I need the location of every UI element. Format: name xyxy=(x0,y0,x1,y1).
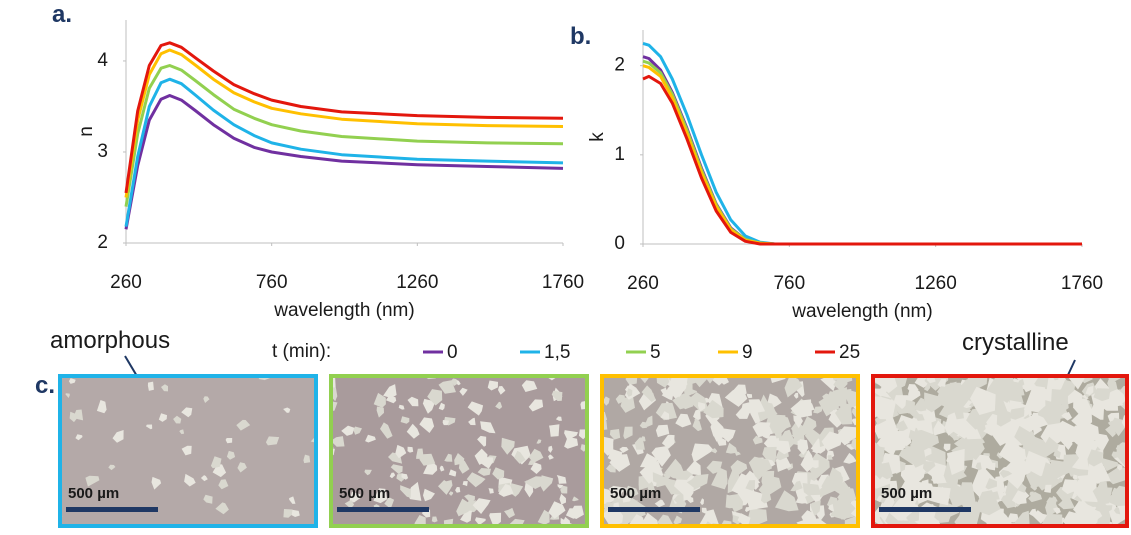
scale-bar xyxy=(608,507,700,512)
scale-bar-label: 500 µm xyxy=(68,485,119,502)
annotation: amorphous xyxy=(50,327,170,354)
micrograph: 500 µm xyxy=(860,360,1131,530)
y-axis-title: n xyxy=(76,126,97,137)
panel-label: b. xyxy=(570,23,591,50)
x-tick-label: 760 xyxy=(773,273,805,294)
series-line xyxy=(643,76,1082,244)
x-tick-label: 1260 xyxy=(396,272,438,293)
legend-label: 0 xyxy=(447,342,458,363)
legend-label: 25 xyxy=(839,342,860,363)
x-axis-title: wavelength (nm) xyxy=(791,301,932,322)
series-line xyxy=(643,43,1082,244)
x-tick-label: 1260 xyxy=(915,273,957,294)
y-tick-label: 1 xyxy=(614,144,625,165)
series-line xyxy=(126,79,563,226)
figure: 23426076012601760wavelength (nm)n0122607… xyxy=(0,0,1131,530)
y-tick-label: 4 xyxy=(97,50,108,71)
series-line xyxy=(643,57,1082,244)
y-tick-label: 2 xyxy=(97,232,108,253)
x-axis-title: wavelength (nm) xyxy=(273,300,414,321)
series-line xyxy=(126,43,563,193)
scale-bar xyxy=(66,507,158,512)
micrograph: 500 µm xyxy=(593,361,866,530)
legend-label: 9 xyxy=(742,342,753,363)
legend-title: t (min): xyxy=(272,341,331,362)
micrograph: 500 µm xyxy=(323,367,589,530)
x-tick-label: 260 xyxy=(627,273,659,294)
panel-label: c. xyxy=(35,372,55,399)
series-line xyxy=(126,50,563,198)
legend-label: 5 xyxy=(650,342,661,363)
micrograph: 500 µm xyxy=(54,371,322,528)
crystal xyxy=(148,382,154,391)
series-line xyxy=(126,66,563,207)
panel-label: a. xyxy=(52,1,72,28)
scale-bar xyxy=(337,507,429,512)
series-line xyxy=(643,66,1082,244)
y-axis-title: k xyxy=(587,132,608,142)
x-tick-label: 260 xyxy=(110,272,142,293)
x-tick-label: 1760 xyxy=(542,272,584,293)
x-tick-label: 760 xyxy=(256,272,288,293)
y-tick-label: 2 xyxy=(614,55,625,76)
scale-bar xyxy=(879,507,971,512)
series-line xyxy=(643,61,1082,244)
crystal xyxy=(549,424,559,437)
x-tick-label: 1760 xyxy=(1061,273,1103,294)
annotation: crystalline xyxy=(962,329,1069,356)
scale-bar-label: 500 µm xyxy=(339,485,390,502)
y-tick-label: 0 xyxy=(614,233,625,254)
y-tick-label: 3 xyxy=(97,141,108,162)
scale-bar-label: 500 µm xyxy=(610,485,661,502)
legend-label: 1,5 xyxy=(544,342,570,363)
scale-bar-label: 500 µm xyxy=(881,485,932,502)
